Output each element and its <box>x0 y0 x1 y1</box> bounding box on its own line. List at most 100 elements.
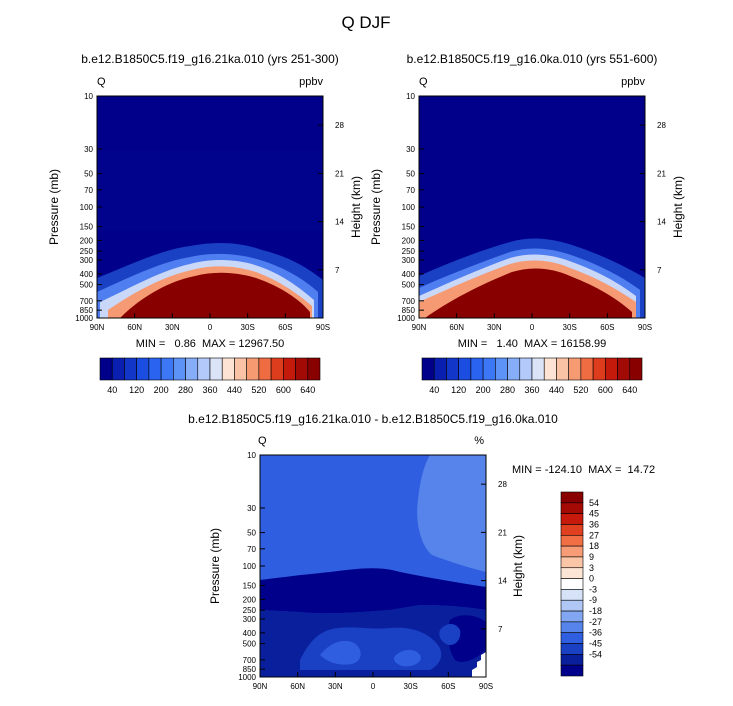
panel-2-ylabel-left: Pressure (mb) <box>369 169 383 245</box>
colorbar-swatch <box>124 357 137 381</box>
y-tick-label: 250 <box>80 247 94 256</box>
height-tick-label: 28 <box>498 480 507 489</box>
panel-3-missing-corner <box>472 652 486 677</box>
colorbar-swatch <box>560 524 584 536</box>
colorbar-swatch <box>568 357 582 381</box>
panel-3-low-patch-3 <box>393 649 421 667</box>
colorbar-label: 280 <box>178 385 193 395</box>
panel-3-variable-label: Q <box>258 435 267 447</box>
colorbar-swatch <box>580 357 594 381</box>
colorbar-swatch <box>209 357 223 381</box>
panel-3-low-patch-5 <box>439 624 461 646</box>
height-tick-label: 7 <box>335 266 340 275</box>
x-tick-label: 90N <box>412 323 427 332</box>
colorbar-label: 200 <box>154 385 169 395</box>
x-tick-label: 30S <box>241 323 255 332</box>
panel-2-title: b.e12.B1850C5.f19_g16.0ka.010 (yrs 551-6… <box>407 52 658 66</box>
x-tick-label: 60N <box>449 323 464 332</box>
colorbar-label: 36 <box>589 519 599 529</box>
y-tick-label: 150 <box>243 582 257 591</box>
panel-2-units: ppbv <box>621 76 645 88</box>
colorbar-swatch <box>560 545 584 558</box>
colorbar-label: 40 <box>429 385 439 395</box>
colorbar-label: 640 <box>622 385 637 395</box>
colorbar-label: 440 <box>549 385 564 395</box>
colorbar-swatch <box>560 632 584 644</box>
colorbar-swatch <box>258 357 272 381</box>
colorbar-swatch <box>295 357 309 381</box>
colorbar-swatch <box>495 357 508 381</box>
panel-3-title: b.e12.B1850C5.f19_g16.21ka.010 - b.e12.B… <box>188 412 558 426</box>
colorbar-label: 120 <box>451 385 466 395</box>
y-tick-label: 70 <box>84 186 93 195</box>
colorbar-swatch <box>148 357 162 381</box>
colorbar-label: 40 <box>107 385 117 395</box>
colorbar-swatch <box>270 357 284 381</box>
x-tick-label: 60S <box>441 682 455 691</box>
y-tick-label: 500 <box>80 281 94 290</box>
panel-1-core <box>120 272 310 318</box>
x-tick-label: 90S <box>479 682 493 691</box>
height-tick-label: 14 <box>498 577 507 586</box>
colorbar-label: 45 <box>589 509 599 519</box>
colorbar-label: 600 <box>598 385 613 395</box>
y-tick-label: 700 <box>402 297 416 306</box>
colorbar-label: 640 <box>300 385 315 395</box>
x-tick-label: 30N <box>487 323 502 332</box>
panel-3-units: % <box>474 435 484 447</box>
y-tick-label: 850 <box>80 306 94 315</box>
panel-3-mid-band <box>260 568 486 614</box>
panel-2-height-ticks: 28 21 14 7 <box>640 121 666 275</box>
y-tick-label: 10 <box>84 92 93 101</box>
y-tick-label: 70 <box>247 545 256 554</box>
colorbar-label: 520 <box>251 385 266 395</box>
colorbar-label: -3 <box>589 584 597 594</box>
y-tick-label: 700 <box>80 297 94 306</box>
y-tick-label: 250 <box>243 606 257 615</box>
panel-1-title: b.e12.B1850C5.f19_g16.21ka.010 (yrs 251-… <box>81 52 339 66</box>
height-tick-label: 7 <box>657 266 662 275</box>
colorbar-swatch <box>307 357 321 381</box>
x-tick-label: 60N <box>127 323 142 332</box>
panel-1-x-ticks: 90N 60N 30N 0 30S 60S 90S <box>90 313 330 332</box>
colorbar-label: 280 <box>500 385 515 395</box>
height-tick-label: 21 <box>335 169 344 178</box>
y-tick-label: 150 <box>80 223 94 232</box>
colorbar-swatch <box>560 534 584 547</box>
y-tick-label: 10 <box>406 92 415 101</box>
colorbar-swatch <box>560 610 584 623</box>
y-tick-label: 400 <box>80 270 94 279</box>
y-tick-label: 850 <box>402 306 416 315</box>
y-tick-label: 500 <box>402 281 416 290</box>
colorbar-label: 360 <box>524 385 539 395</box>
colorbar-swatch <box>629 357 643 381</box>
x-tick-label: 30S <box>404 682 418 691</box>
panel-2-stats: MIN = 1.40 MAX = 16158.99 <box>458 338 607 350</box>
colorbar-label: 3 <box>589 563 594 573</box>
y-tick-label: 100 <box>402 203 416 212</box>
colorbar-label: 600 <box>276 385 291 395</box>
x-tick-label: 30N <box>165 323 180 332</box>
y-tick-label: 200 <box>80 236 94 245</box>
panel-3-field <box>260 455 486 677</box>
panel-1-ylabel-right: Height (km) <box>349 176 363 238</box>
y-tick-label: 30 <box>247 504 256 513</box>
y-tick-label: 10 <box>247 451 256 460</box>
colorbar-swatch <box>246 357 260 381</box>
colorbar-swatch <box>470 357 484 381</box>
y-tick-label: 400 <box>402 270 416 279</box>
y-tick-label: 100 <box>80 203 94 212</box>
panel-2-colorbar: 40 120 200 280 360 440 520 600 640 <box>421 357 643 395</box>
panel-3: b.e12.B1850C5.f19_g16.21ka.010 - b.e12.B… <box>188 412 655 691</box>
y-tick-label: 300 <box>243 615 257 624</box>
figure-title: Q DJF <box>341 13 390 32</box>
colorbar-swatch <box>185 357 199 381</box>
height-tick-label: 7 <box>498 625 503 634</box>
colorbar-label: -18 <box>589 606 602 616</box>
x-tick-label: 90N <box>253 682 268 691</box>
colorbar-swatch <box>560 556 584 569</box>
